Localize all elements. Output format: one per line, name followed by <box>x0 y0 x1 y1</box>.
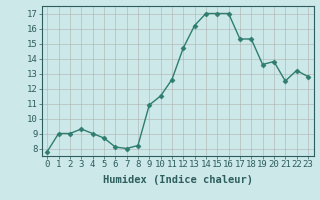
X-axis label: Humidex (Indice chaleur): Humidex (Indice chaleur) <box>103 175 252 185</box>
